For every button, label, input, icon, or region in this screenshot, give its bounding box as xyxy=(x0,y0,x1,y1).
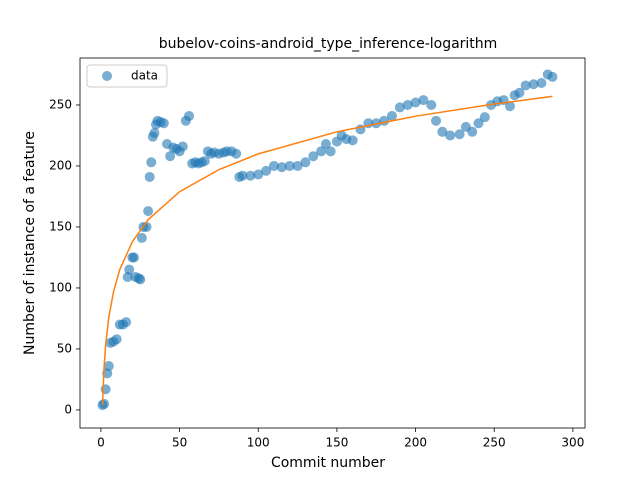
data-point xyxy=(237,170,248,181)
y-tick-label: 0 xyxy=(64,402,72,416)
fit-line xyxy=(101,95,553,406)
data-point xyxy=(245,170,256,181)
data-point xyxy=(308,151,319,162)
data-point xyxy=(292,160,303,171)
legend-label: data xyxy=(131,69,158,83)
data-point xyxy=(121,317,132,328)
x-tick-label: 0 xyxy=(97,436,105,450)
data-point xyxy=(135,274,146,285)
data-point xyxy=(325,146,336,157)
data-point xyxy=(547,71,558,82)
data-point xyxy=(144,171,155,182)
data-point xyxy=(261,165,272,176)
legend-box xyxy=(86,64,168,88)
data-point xyxy=(253,169,264,180)
data-point xyxy=(467,126,478,137)
data-point xyxy=(347,135,358,146)
data-point xyxy=(231,148,242,159)
data-point xyxy=(410,97,421,108)
data-point xyxy=(394,102,405,113)
x-tick-label: 150 xyxy=(325,436,348,450)
data-point xyxy=(418,95,429,106)
data-point xyxy=(284,160,295,171)
data-point xyxy=(504,101,515,112)
y-tick-label: 100 xyxy=(49,280,72,294)
x-tick-label: 300 xyxy=(561,436,584,450)
y-tick-label: 50 xyxy=(57,341,72,355)
y-axis-label: Number of instance of a feature xyxy=(22,131,38,355)
data-point xyxy=(437,126,448,137)
data-point xyxy=(514,87,525,98)
chart-title: bubelov-coins-android_type_inference-log… xyxy=(159,36,498,52)
x-axis-label: Commit number xyxy=(271,455,385,471)
data-point xyxy=(268,160,279,171)
data-point xyxy=(111,334,122,345)
legend-marker xyxy=(102,71,112,81)
data-point xyxy=(143,206,154,217)
x-tick-label: 200 xyxy=(404,436,427,450)
y-tick-label: 200 xyxy=(49,158,72,172)
x-tick-label: 250 xyxy=(483,436,506,450)
data-point xyxy=(320,139,331,150)
data-point xyxy=(454,129,465,140)
data-point xyxy=(426,99,437,110)
y-tick-label: 150 xyxy=(49,219,72,233)
data-point xyxy=(128,252,139,263)
data-point xyxy=(276,162,287,173)
data-point xyxy=(100,384,111,395)
x-tick-label: 50 xyxy=(172,436,187,450)
data-point xyxy=(528,79,539,90)
data-point xyxy=(165,151,176,162)
data-point xyxy=(149,128,160,139)
data-point xyxy=(431,115,442,126)
data-point xyxy=(184,110,195,121)
data-point xyxy=(520,80,531,91)
data-point xyxy=(199,156,210,167)
data-point xyxy=(99,398,110,409)
data-point xyxy=(136,232,147,243)
data-point xyxy=(445,130,456,141)
data-point xyxy=(103,361,114,372)
y-tick-label: 250 xyxy=(49,97,72,111)
data-point xyxy=(146,157,157,168)
data-point xyxy=(316,146,327,157)
data-point xyxy=(473,118,484,129)
data-point xyxy=(124,264,135,275)
data-point xyxy=(479,112,490,123)
data-point xyxy=(177,141,188,152)
x-tick-label: 100 xyxy=(247,436,270,450)
data-point xyxy=(158,118,169,129)
axes-frame xyxy=(79,57,586,429)
data-point xyxy=(402,99,413,110)
data-point xyxy=(300,157,311,168)
data-point xyxy=(536,78,547,89)
data-point xyxy=(386,110,397,121)
